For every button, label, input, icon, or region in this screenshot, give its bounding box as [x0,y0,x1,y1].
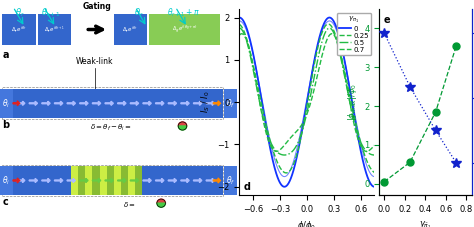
FancyArrow shape [42,101,50,105]
Bar [78,166,85,195]
FancyArrow shape [206,178,214,183]
Text: $\delta =$: $\delta =$ [123,200,136,209]
Text: $\Delta_r e^{i\theta_r}$: $\Delta_r e^{i\theta_r}$ [122,25,138,35]
FancyArrow shape [130,178,138,183]
FancyArrow shape [155,178,164,183]
Text: b: b [2,120,9,130]
Text: $\Delta_r e^{i\theta_{r+1}}$: $\Delta_r e^{i\theta_{r+1}}$ [44,25,65,35]
Bar [121,166,128,195]
X-axis label: $\phi/\phi_0$: $\phi/\phi_0$ [297,220,317,227]
FancyArrow shape [105,178,113,183]
FancyArrow shape [13,178,19,183]
FancyArrow shape [181,178,189,183]
FancyArrow shape [168,178,176,183]
FancyArrow shape [92,101,100,105]
Text: $\theta_{r+1}$: $\theta_{r+1}$ [41,7,61,19]
FancyArrow shape [80,101,88,105]
FancyArrow shape [168,101,176,105]
FancyArrow shape [55,101,63,105]
Wedge shape [178,126,187,130]
Bar [92,166,100,195]
Bar [100,166,107,195]
Text: e: e [384,15,391,25]
Bar [114,14,147,45]
FancyArrow shape [118,101,126,105]
Y-axis label: $|\phi_{\max}|/\phi_0$: $|\phi_{\max}|/\phi_0$ [346,83,358,121]
Bar [114,166,121,195]
Text: Gating: Gating [83,2,111,11]
Bar [224,89,237,118]
FancyArrow shape [181,101,189,105]
FancyArrow shape [213,101,220,106]
Wedge shape [157,199,165,203]
FancyArrow shape [130,101,138,105]
Text: d: d [244,182,250,192]
Bar [224,166,237,195]
Wedge shape [157,203,165,207]
FancyArrow shape [143,101,151,105]
Bar [85,166,92,195]
Bar [2,87,223,119]
FancyArrow shape [67,101,75,105]
Bar [71,166,78,195]
FancyArrow shape [17,178,25,183]
Text: $\delta = \theta_f - \theta_i =$: $\delta = \theta_f - \theta_i =$ [90,123,132,133]
Bar [2,14,36,45]
Bar [107,166,114,195]
Bar [149,14,220,45]
FancyArrow shape [193,178,202,183]
FancyArrow shape [155,101,164,105]
Text: c: c [2,197,8,207]
Text: $\Delta_g e^{i(\theta_g+\pi)}$: $\Delta_g e^{i(\theta_g+\pi)}$ [172,24,198,35]
Text: $\theta_f$: $\theta_f$ [226,97,235,110]
Y-axis label: $I_S\ /\ I_0$: $I_S\ /\ I_0$ [200,91,212,114]
FancyArrow shape [67,178,75,183]
FancyArrow shape [105,101,113,105]
FancyArrow shape [55,178,63,183]
Text: $\Delta_r e^{i\theta_r}$: $\Delta_r e^{i\theta_r}$ [11,25,27,35]
FancyArrow shape [143,178,151,183]
Text: $\theta_r$: $\theta_r$ [134,7,144,19]
FancyArrow shape [206,101,214,105]
Bar [0,166,13,195]
Bar [2,166,223,195]
Bar [38,14,71,45]
Text: $\theta_i$: $\theta_i$ [2,97,10,110]
X-axis label: $\gamma_{\bar{\pi}_1}$: $\gamma_{\bar{\pi}_1}$ [419,220,432,227]
Text: a: a [2,50,9,60]
Bar [0,89,13,118]
Text: $\theta_{r+1}+\pi$: $\theta_{r+1}+\pi$ [167,7,200,19]
Text: Weak-link: Weak-link [76,57,114,66]
FancyArrow shape [13,101,19,106]
Bar [135,166,142,195]
FancyArrow shape [42,178,50,183]
Wedge shape [178,122,187,126]
Legend: 0, 0.25, 0.5, 0.7: 0, 0.25, 0.5, 0.7 [337,12,371,55]
Text: $\theta_f$: $\theta_f$ [226,174,235,187]
FancyArrow shape [29,178,37,183]
Bar [2,165,223,196]
FancyArrow shape [17,101,25,105]
FancyArrow shape [80,178,88,183]
FancyArrow shape [193,101,202,105]
FancyArrow shape [213,178,220,183]
FancyArrow shape [92,178,100,183]
FancyArrow shape [118,178,126,183]
Bar [128,166,135,195]
FancyArrow shape [29,101,37,105]
Bar [2,89,223,118]
Text: $\theta_i$: $\theta_i$ [2,174,10,187]
Text: $\theta_r$: $\theta_r$ [15,7,25,19]
